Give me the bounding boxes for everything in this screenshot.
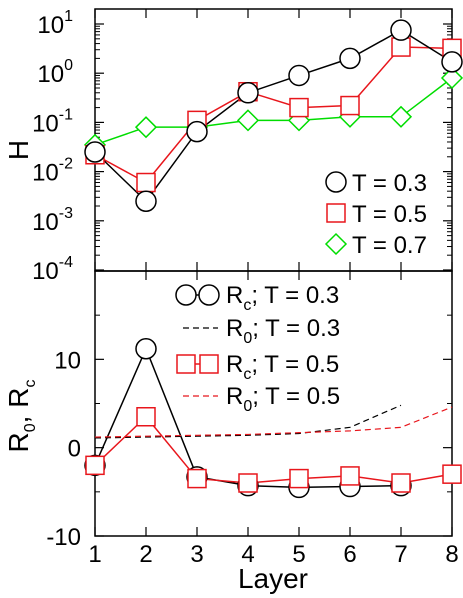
top-point-square bbox=[136, 172, 156, 193]
top-point-circle bbox=[237, 82, 259, 104]
legend-sub: c bbox=[243, 297, 251, 314]
bottom-panel: 100-101 2 3 4 5 6 7 8Rc; T = 0.3R0; T = 0.3Rc; … bbox=[46, 270, 462, 568]
tick-base: 10 bbox=[32, 209, 59, 236]
legend-base: R bbox=[226, 282, 243, 309]
top-legend-marker bbox=[326, 203, 346, 223]
top-ytick-label: 100 bbox=[37, 57, 73, 88]
ylabel-sep: , bbox=[3, 408, 34, 424]
bottom-legend-marker bbox=[198, 284, 220, 306]
bottom-legend-label: R0; T = 0.3 bbox=[226, 315, 340, 347]
legend-rest: ; T = 0.5 bbox=[252, 383, 340, 410]
top-ytick-label: 10-2 bbox=[32, 156, 73, 187]
top-point-circle bbox=[441, 51, 463, 73]
top-legend-label: T = 0.3 bbox=[352, 170, 427, 197]
ylabel-r0: R bbox=[3, 432, 34, 452]
bottom-legend-marker bbox=[175, 284, 197, 306]
bottom-xlabel: Layer bbox=[238, 563, 308, 594]
top-ytick-label: 10-3 bbox=[32, 205, 73, 236]
bottom-point-square bbox=[187, 468, 207, 489]
bottom-xtick-label: 2 bbox=[139, 541, 152, 568]
bottom-xtick-label: 1 bbox=[88, 541, 101, 568]
top-ytick-label: 10-1 bbox=[32, 106, 73, 137]
bottom-ytick-label: 0 bbox=[68, 436, 81, 463]
bottom-point-square bbox=[289, 468, 309, 489]
top-point-circle bbox=[390, 19, 412, 41]
tick-exp: -2 bbox=[59, 156, 73, 173]
bottom-xtick-label: 7 bbox=[394, 541, 407, 568]
legend-sub: c bbox=[243, 366, 251, 383]
bottom-point-square bbox=[136, 407, 156, 427]
tick-exp: -4 bbox=[59, 254, 73, 271]
top-legend-label: T = 0.7 bbox=[352, 232, 427, 259]
tick-base: 10 bbox=[32, 258, 59, 285]
legend-rest: ; T = 0.3 bbox=[252, 315, 340, 342]
legend-rest: ; T = 0.3 bbox=[251, 282, 339, 309]
bottom-point-square bbox=[442, 464, 462, 484]
tick-exp: 1 bbox=[64, 8, 73, 25]
tick-base: 10 bbox=[37, 12, 64, 39]
tick-base: 10 bbox=[32, 110, 59, 137]
bottom-point-square bbox=[391, 473, 411, 493]
tick-base: 10 bbox=[37, 61, 64, 88]
bottom-legend-label: Rc; T = 0.5 bbox=[226, 351, 339, 383]
bottom-xtick-label: 6 bbox=[343, 541, 356, 568]
top-ylabel: H bbox=[3, 140, 34, 160]
ylabel-rc-sub: c bbox=[22, 380, 39, 388]
bottom-legend-label: R0; T = 0.5 bbox=[226, 383, 340, 415]
top-point-diamond bbox=[134, 116, 158, 139]
top-legend-marker bbox=[325, 171, 347, 193]
legend-base: R bbox=[226, 383, 243, 410]
top-ytick-label: 101 bbox=[37, 8, 73, 39]
bottom-legend-label: Rc; T = 0.3 bbox=[226, 282, 339, 314]
bottom-legend-marker bbox=[176, 354, 196, 374]
top-point-square bbox=[289, 97, 309, 118]
top-point-square bbox=[340, 95, 360, 116]
legend-sub: 0 bbox=[243, 398, 252, 415]
top-point-diamond bbox=[440, 66, 463, 90]
bottom-xtick-label: 8 bbox=[445, 541, 458, 568]
bottom-point-square bbox=[340, 466, 360, 486]
tick-exp: -3 bbox=[59, 205, 73, 222]
bottom-xtick-label: 3 bbox=[190, 541, 203, 568]
bottom-point-square bbox=[238, 473, 258, 493]
top-point-diamond bbox=[236, 109, 260, 132]
tick-exp: 0 bbox=[64, 57, 73, 74]
bottom-legend-marker bbox=[199, 354, 219, 374]
bottom-xtick-label: 4 bbox=[241, 541, 254, 568]
ylabel-r0-sub: 0 bbox=[22, 423, 39, 432]
legend-base: R bbox=[226, 315, 243, 342]
top-legend-label: T = 0.5 bbox=[352, 201, 427, 228]
top-series-line bbox=[94, 46, 453, 184]
bottom-series-line bbox=[94, 415, 453, 484]
bottom-dashed-line bbox=[94, 404, 402, 439]
top-legend-marker bbox=[324, 232, 348, 256]
legend-base: R bbox=[226, 351, 243, 378]
top-ytick-label: 10-4 bbox=[32, 254, 73, 285]
top-point-circle bbox=[288, 64, 310, 87]
tick-base: 10 bbox=[32, 160, 59, 187]
top-point-circle bbox=[84, 141, 106, 163]
bottom-point-circle bbox=[135, 337, 157, 360]
top-point-circle bbox=[339, 47, 361, 70]
bottom-xtick-label: 5 bbox=[292, 541, 305, 568]
top-point-circle bbox=[186, 120, 208, 143]
top-point-diamond bbox=[389, 105, 413, 128]
bottom-point-square bbox=[85, 455, 105, 476]
ylabel-rc: R bbox=[3, 388, 34, 408]
legend-sub: 0 bbox=[243, 330, 252, 347]
top-point-circle bbox=[135, 190, 157, 212]
bottom-ytick-label: -10 bbox=[46, 524, 81, 551]
legend-rest: ; T = 0.5 bbox=[251, 351, 339, 378]
bottom-ylabel: R0, Rc bbox=[3, 380, 39, 453]
tick-exp: -1 bbox=[59, 106, 73, 123]
bottom-ytick-label: 10 bbox=[54, 347, 81, 374]
